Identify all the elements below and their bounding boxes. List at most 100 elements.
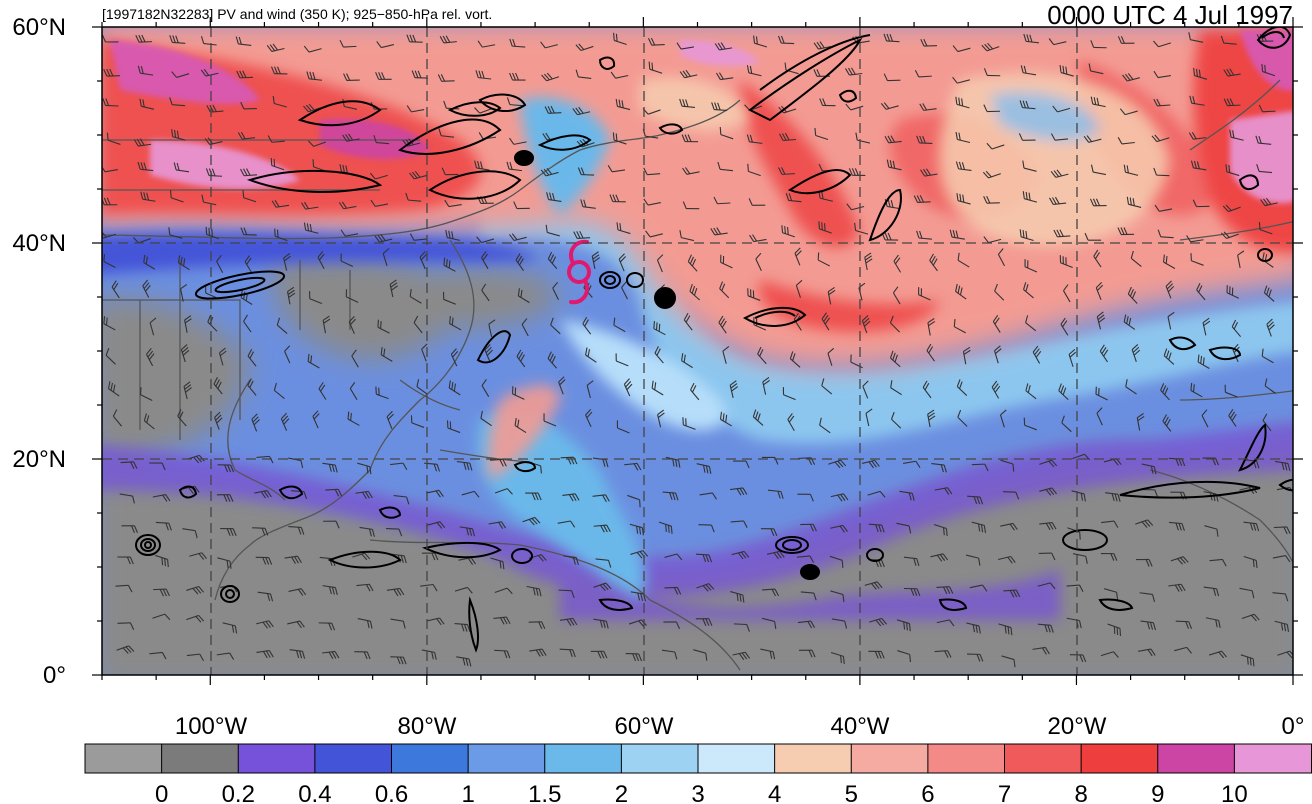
wind-barb — [102, 34, 119, 43]
gridlines — [102, 27, 1293, 675]
wind-barb — [1039, 521, 1057, 531]
wind-barb — [1262, 413, 1272, 432]
wind-barb — [719, 411, 733, 427]
wind-barb — [749, 234, 767, 243]
wind-barb — [309, 291, 323, 305]
wind-barb — [480, 410, 492, 427]
wind-barb — [800, 523, 817, 532]
wind-barb — [916, 230, 932, 240]
wind-barb — [456, 656, 472, 667]
wind-barb — [1125, 379, 1137, 395]
wind-barb — [794, 247, 802, 266]
wind-barb — [476, 236, 495, 244]
wind-barb — [517, 288, 530, 304]
wind-barb — [746, 134, 763, 144]
wind-barb — [1066, 584, 1084, 593]
wind-barb — [306, 71, 323, 81]
wind-barb — [624, 462, 642, 471]
wind-barb — [343, 73, 360, 82]
wind-barb — [766, 550, 785, 560]
wind-barb — [1130, 250, 1142, 267]
wind-barb — [149, 462, 166, 471]
lat-label-60n: 60°N — [12, 14, 66, 41]
wind-barb — [1237, 250, 1245, 269]
wind-barb — [658, 521, 673, 534]
colorbar-swatch — [1004, 743, 1083, 774]
wind-barbs — [102, 32, 1293, 668]
wind-barb — [966, 622, 981, 634]
wind-barb — [119, 493, 135, 504]
wind-barb — [981, 42, 1000, 52]
wind-barb — [1136, 413, 1145, 431]
wind-barb — [547, 351, 558, 369]
wind-barb — [883, 33, 900, 43]
wind-barb — [683, 312, 693, 331]
wind-barb — [1186, 235, 1204, 243]
wind-barb — [1203, 586, 1220, 597]
wind-barb — [752, 409, 764, 426]
wind-barb — [607, 165, 626, 173]
colorbar-swatch — [697, 743, 776, 774]
wind-barb — [585, 408, 593, 428]
wind-barb — [713, 196, 731, 205]
wind-barb — [997, 248, 1006, 267]
wind-barb — [1190, 382, 1203, 398]
wind-barb — [681, 353, 693, 369]
wind-barb — [920, 168, 938, 177]
wind-barb — [355, 490, 373, 500]
wind-barb — [288, 525, 305, 535]
wind-barb — [616, 420, 630, 434]
wind-barb — [474, 107, 493, 114]
wind-barb — [421, 343, 428, 362]
wind-barb — [1190, 160, 1207, 171]
wind-barb — [615, 98, 631, 111]
wind-barb — [254, 490, 272, 499]
wind-barb — [629, 523, 644, 536]
wind-barb — [827, 347, 835, 366]
wind-barb — [903, 587, 921, 597]
wind-barb — [200, 68, 219, 77]
wind-barb — [1222, 204, 1241, 213]
wind-barb — [1243, 521, 1260, 532]
wind-barb — [590, 650, 608, 659]
wind-barb — [999, 409, 1007, 428]
wind-barb — [218, 347, 227, 366]
wind-barb — [490, 557, 505, 570]
wind-barb — [515, 253, 524, 271]
wind-barb — [170, 190, 184, 203]
wind-barb — [1126, 196, 1142, 208]
wind-barb — [1072, 553, 1088, 564]
wind-barb — [957, 252, 970, 268]
wind-barb — [544, 105, 562, 114]
wind-barb — [117, 556, 134, 565]
wind-barb — [1107, 623, 1122, 636]
wind-barb — [1188, 131, 1207, 140]
wind-barb — [143, 413, 155, 430]
wind-barb — [437, 74, 455, 82]
wind-barb — [855, 132, 871, 144]
wind-barb — [800, 591, 817, 601]
wind-barb — [586, 380, 594, 399]
wind-barb — [615, 353, 629, 367]
wind-barb — [347, 411, 360, 426]
wind-barb — [251, 413, 260, 432]
wind-barb — [177, 255, 190, 271]
wind-barb — [591, 251, 601, 269]
colorbar-swatch — [774, 743, 853, 774]
wind-barb — [393, 494, 410, 505]
wind-barb — [1022, 160, 1037, 172]
wind-barb — [767, 489, 784, 499]
wind-barb — [1135, 519, 1154, 528]
wind-barb — [276, 317, 288, 334]
colorbar-label: 0 — [155, 781, 168, 804]
wind-barb — [307, 140, 327, 147]
wind-barb — [955, 161, 972, 172]
wind-barb — [952, 45, 971, 53]
wind-barb — [427, 521, 446, 529]
wind-barb — [817, 252, 831, 267]
wind-barb — [270, 157, 285, 171]
wind-barb — [446, 420, 461, 434]
wind-barb — [869, 617, 887, 627]
wind-barb — [789, 351, 801, 368]
wind-barb — [627, 494, 641, 508]
